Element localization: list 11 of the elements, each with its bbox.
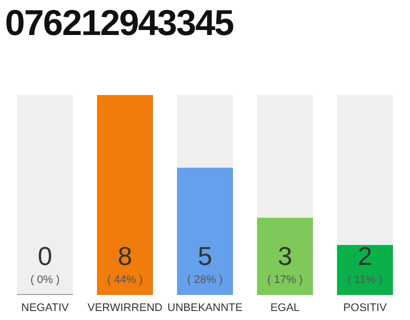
data-label: 2 ( 11% ) xyxy=(348,241,382,286)
x-tick-label: EGAL xyxy=(270,302,300,314)
data-label: 8 ( 44% ) xyxy=(107,241,143,286)
x-tick-label: NEGATIV xyxy=(21,302,70,314)
x-tick-label: VERWIRREND xyxy=(88,302,163,314)
x-tick-label: POSITIV xyxy=(343,302,388,314)
data-label: 0 ( 0% ) xyxy=(30,241,60,286)
data-label: 5 ( 28% ) xyxy=(187,241,223,286)
data-label: 3 ( 17% ) xyxy=(267,241,303,286)
x-tick-label: UNBEKANNTE xyxy=(167,302,243,314)
chart-title: 076212943345 xyxy=(5,2,234,44)
